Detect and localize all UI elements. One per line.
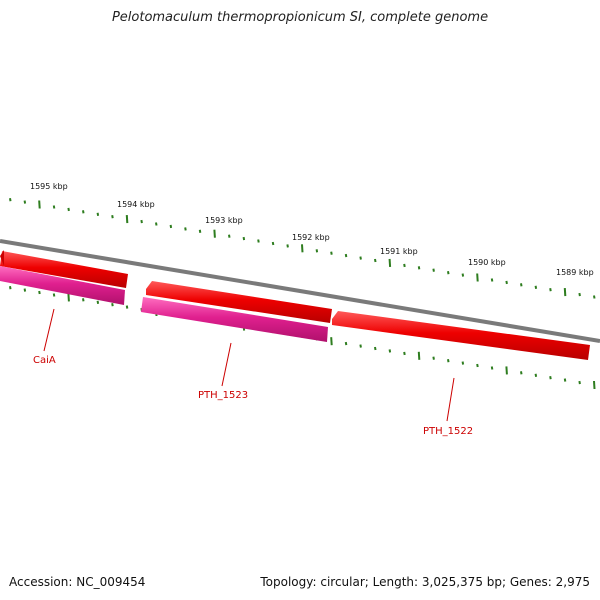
major-tick [476, 273, 479, 282]
outer-tick-ring [9, 198, 596, 299]
major-tick [301, 244, 304, 253]
minor-tick [359, 256, 362, 260]
major-tick [330, 337, 333, 346]
minor-tick [330, 251, 333, 255]
minor-tick [374, 258, 377, 263]
minor-tick [476, 363, 479, 368]
minor-tick [461, 361, 465, 365]
minor-tick [111, 215, 114, 219]
pth1523-leader-line [221, 342, 232, 387]
major-tick [388, 258, 392, 267]
minor-tick [67, 207, 70, 212]
minor-tick [520, 371, 523, 375]
minor-tick [82, 210, 85, 214]
minor-tick [520, 283, 523, 287]
pth1522-leader-line [446, 377, 455, 422]
minor-tick [82, 298, 85, 302]
minor-tick [140, 219, 143, 224]
gene-feature-pth1523[interactable] [141, 297, 328, 342]
gene-feature-caia-upper[interactable] [0, 251, 128, 288]
minor-tick [257, 239, 260, 243]
minor-tick [125, 305, 129, 309]
minor-tick [155, 222, 158, 226]
minor-tick [344, 341, 348, 346]
gene-feature-pth1522[interactable] [332, 311, 590, 360]
genome-summary: Topology: circular; Length: 3,025,375 bp… [260, 575, 590, 589]
tick-label-1593: 1593 kbp [205, 216, 243, 225]
minor-tick [38, 290, 41, 295]
minor-tick [359, 344, 362, 348]
minor-tick [461, 273, 465, 277]
minor-tick [96, 212, 100, 216]
minor-tick [228, 234, 231, 238]
major-tick [67, 293, 70, 302]
gene-feature-pth1523-forward[interactable] [146, 281, 332, 323]
major-tick [125, 215, 129, 224]
minor-tick [447, 359, 450, 363]
tick-label-1594: 1594 kbp [117, 200, 155, 209]
tick-label-1589: 1589 kbp [556, 268, 594, 277]
major-tick [593, 380, 596, 390]
minor-tick [490, 366, 494, 370]
minor-tick [578, 380, 581, 385]
minor-tick [549, 288, 552, 292]
minor-tick [9, 198, 12, 202]
gene-label-caia[interactable]: CaiA [33, 355, 56, 366]
major-tick [38, 200, 41, 209]
minor-tick [52, 205, 56, 209]
minor-tick [447, 271, 450, 275]
gene-arrowhead [0, 250, 4, 266]
minor-tick [96, 300, 100, 304]
minor-tick [534, 373, 538, 377]
minor-tick [403, 263, 406, 268]
minor-tick [388, 349, 392, 353]
minor-tick [374, 346, 377, 351]
minor-tick [344, 253, 348, 258]
minor-tick [23, 288, 27, 292]
tick-label-1592: 1592 kbp [292, 233, 330, 242]
minor-tick [169, 224, 173, 229]
minor-tick [271, 241, 275, 246]
tick-label-1591: 1591 kbp [380, 247, 418, 256]
minor-tick [242, 236, 246, 241]
genome-backbone [0, 239, 600, 343]
minor-tick [286, 244, 289, 248]
minor-tick [534, 285, 538, 289]
minor-tick [52, 293, 56, 297]
major-tick [213, 229, 216, 238]
caia-leader-line [43, 308, 55, 352]
gene-label-pth1523[interactable]: PTH_1523 [198, 390, 248, 401]
tick-label-1590: 1590 kbp [468, 258, 506, 267]
minor-tick [9, 286, 12, 290]
minor-tick [578, 292, 581, 297]
minor-tick [198, 229, 202, 233]
minor-tick [432, 356, 435, 360]
tick-label-1595: 1595 kbp [30, 182, 68, 191]
minor-tick [490, 278, 494, 282]
gene-feature-caia[interactable] [0, 266, 125, 305]
map-title: Pelotomaculum thermopropionicum SI, comp… [111, 10, 489, 25]
minor-tick [417, 266, 421, 270]
minor-tick [111, 303, 114, 307]
major-tick [563, 288, 567, 297]
minor-tick [549, 376, 552, 380]
minor-tick [184, 227, 187, 231]
minor-tick [23, 200, 27, 204]
gene-label-pth1522[interactable]: PTH_1522 [423, 426, 473, 437]
major-tick [505, 366, 508, 375]
minor-tick [593, 295, 596, 299]
minor-tick [432, 268, 435, 272]
major-tick [417, 351, 421, 360]
minor-tick [315, 249, 319, 253]
minor-tick [403, 351, 406, 356]
minor-tick [563, 378, 567, 382]
minor-tick [505, 280, 508, 285]
accession-label: Accession: NC_009454 [9, 575, 146, 589]
